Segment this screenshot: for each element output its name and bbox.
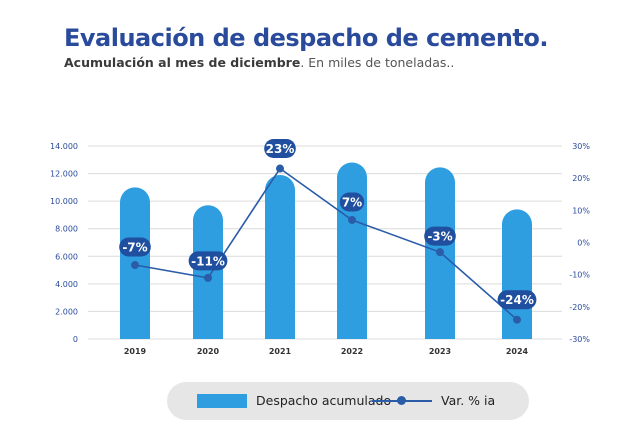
line-point-2024	[513, 316, 521, 324]
legend-line-marker	[397, 396, 406, 405]
y-left-tick-label: 2.000	[55, 307, 78, 316]
x-tick-label: 2021	[269, 347, 292, 356]
y-left-tick-label: 10.000	[50, 197, 78, 206]
data-label: -7%	[122, 241, 147, 255]
legend-line-label: Var. % ia	[441, 393, 495, 408]
y-left-tick-label: 8.000	[55, 225, 78, 234]
line-point-2020	[204, 274, 212, 282]
chart-plot: 0 2.000 4.000 6.000 8.000 10.000 12.000 14.000 -…	[0, 0, 622, 439]
y-right-tick-label: 30%	[572, 142, 590, 151]
line-point-2023	[436, 248, 444, 256]
line-point-2021	[276, 165, 284, 173]
data-label: -11%	[191, 254, 225, 268]
y-right-tick-label: 10%	[572, 206, 590, 215]
line-point-2022	[348, 216, 356, 224]
line-point-2019	[131, 261, 139, 269]
y-left-tick-label: 0	[73, 335, 78, 344]
bar-2022	[337, 163, 367, 339]
y-right-tick-label: 0%	[577, 239, 590, 248]
data-label: -3%	[427, 230, 452, 244]
x-tick-label: 2022	[341, 347, 363, 356]
x-tick-label: 2024	[506, 347, 529, 356]
bar-2021	[265, 175, 295, 339]
y-right-tick-label: -20%	[569, 303, 590, 312]
x-tick-label: 2019	[124, 347, 147, 356]
legend-bar-swatch	[197, 394, 247, 408]
data-label: -24%	[500, 293, 534, 307]
legend-bar-label: Despacho acumulado	[256, 393, 391, 408]
line-series-var	[135, 169, 517, 320]
data-label: 23%	[266, 142, 295, 156]
y-right-tick-label: 20%	[572, 174, 590, 183]
bar-2020	[193, 205, 223, 339]
data-label: 7%	[342, 195, 362, 209]
x-tick-label: 2020	[197, 347, 220, 356]
chart-legend: Despacho acumulado Var. % ia	[167, 382, 529, 420]
y-right-tick-label: -30%	[569, 335, 590, 344]
y-left-tick-label: 14.000	[50, 142, 78, 151]
y-left-tick-label: 6.000	[55, 252, 78, 261]
y-right-tick-label: -10%	[569, 271, 590, 280]
x-tick-label: 2023	[429, 347, 451, 356]
y-left-tick-label: 4.000	[55, 280, 78, 289]
y-left-tick-label: 12.000	[50, 170, 78, 179]
